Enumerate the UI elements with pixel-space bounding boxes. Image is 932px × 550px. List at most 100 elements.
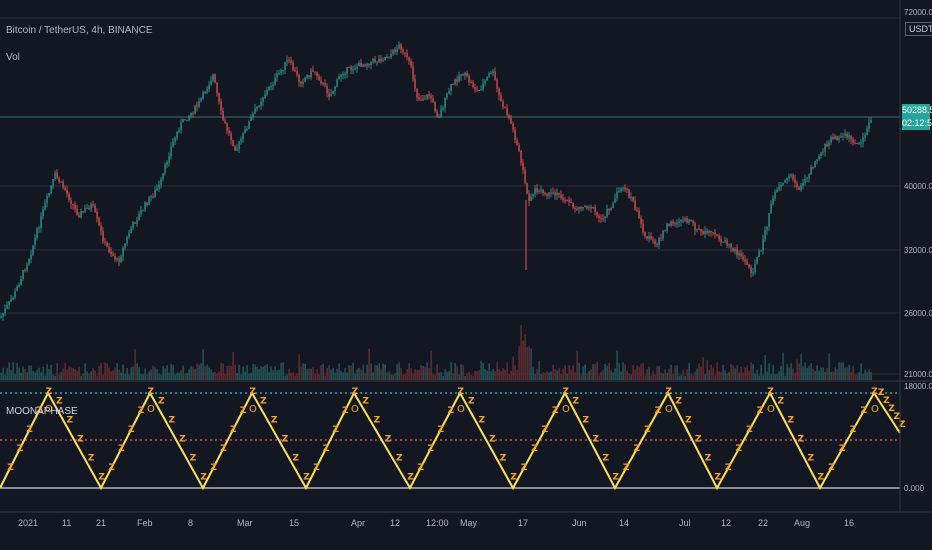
volume-legend[interactable]: Vol [6, 52, 20, 63]
volume-bar [144, 368, 146, 380]
moon-glyph: Z [158, 396, 165, 406]
volume-bar [368, 348, 370, 380]
volume-bar [132, 366, 134, 380]
candle-body [46, 196, 48, 204]
volume-bar [714, 375, 716, 380]
volume-bar [716, 362, 718, 380]
candle-body [532, 194, 534, 197]
candle-body [824, 143, 826, 152]
volume-bar [358, 367, 360, 380]
candle-body [770, 203, 772, 214]
candle-body [704, 230, 706, 234]
volume-bar [360, 369, 362, 380]
volume-bar [202, 349, 204, 380]
indicator-legend[interactable]: MOONAPHASE [6, 406, 78, 417]
candle-body [734, 248, 736, 252]
candle-body [812, 166, 814, 168]
moon-glyph: Z [67, 415, 74, 425]
volume-bar [518, 346, 520, 380]
candle-body [614, 198, 616, 203]
time-tick-label: 22 [758, 518, 768, 528]
time-tick-label: Aug [794, 518, 810, 528]
volume-bar [120, 372, 122, 380]
candle-body [862, 137, 864, 143]
volume-bar [102, 374, 104, 380]
candle-body [22, 270, 24, 280]
candle-body [120, 256, 122, 262]
volume-bar [404, 374, 406, 380]
countdown-badge: 02:12:53 [902, 117, 932, 130]
symbol-title[interactable]: Bitcoin / TetherUS, 4h, BINANCE [6, 25, 153, 36]
candle-body [136, 220, 138, 224]
candle-body [596, 211, 598, 216]
volume-bar [218, 371, 220, 380]
volume-bar [652, 370, 654, 380]
candle-body [714, 232, 716, 235]
moon-glyph: Z [108, 463, 115, 473]
moon-glyph: Z [613, 472, 620, 482]
volume-bar [80, 375, 82, 380]
volume-bar [66, 369, 68, 380]
candle-body [206, 88, 208, 93]
candle-body [544, 193, 546, 195]
candle-body [790, 174, 792, 177]
volume-bar [186, 372, 188, 380]
volume-bar [742, 372, 744, 380]
volume-bar [190, 366, 192, 380]
candle-body [188, 115, 190, 121]
volume-bar [706, 360, 708, 380]
candle-body [302, 81, 304, 84]
candle-body [640, 218, 642, 224]
time-tick-label: 16 [844, 518, 854, 528]
volume-bar [438, 372, 440, 380]
candle-body [738, 253, 740, 256]
candle-body [450, 84, 452, 92]
volume-bar [600, 371, 602, 380]
volume-bar [48, 369, 50, 380]
volume-bar [206, 364, 208, 380]
candle-body [482, 83, 484, 90]
volume-bar [208, 367, 210, 380]
volume-bar [558, 367, 560, 380]
candle-body [344, 73, 346, 75]
moon-phase-indicator: ZZZZZZZZZZZZZZZZZZZZZZZZZZZZZZZZZZZZZZZZ… [0, 380, 932, 511]
candle-body [702, 231, 704, 234]
candle-body [246, 128, 248, 130]
candle-body [658, 238, 660, 245]
candle-body [316, 72, 318, 77]
candle-body [396, 48, 398, 53]
volume-bar [806, 367, 808, 380]
volume-bar [76, 370, 78, 380]
candle-body [116, 258, 118, 260]
candle-body [870, 119, 872, 123]
volume-bar [814, 371, 816, 380]
candle-body [10, 299, 12, 302]
candle-body [732, 247, 734, 252]
volume-bar [780, 365, 782, 380]
volume-bar [4, 374, 6, 380]
candle-body [580, 207, 582, 209]
candle-body [536, 188, 538, 192]
moon-glyph: Z [88, 453, 95, 463]
moon-glyph: Z [665, 387, 672, 397]
volume-bar [582, 366, 584, 380]
candle-body [820, 152, 822, 156]
candle-body [2, 313, 4, 317]
candle-body [166, 162, 168, 165]
volume-bar [488, 363, 490, 380]
volume-bar [316, 369, 318, 380]
currency-button[interactable]: USDT [905, 22, 932, 36]
volume-bar [748, 371, 750, 380]
volume-bar [374, 365, 376, 380]
candle-body [108, 246, 110, 252]
volume-bar [106, 363, 108, 380]
volume-bar [256, 367, 258, 380]
volume-bar [376, 365, 378, 380]
volume-bar [484, 368, 486, 380]
volume-bar [74, 368, 76, 380]
moon-glyph: Z [282, 434, 289, 444]
candle-body [576, 208, 578, 210]
volume-bar [474, 370, 476, 380]
indicator-tick-label: 0.000 [904, 484, 925, 493]
